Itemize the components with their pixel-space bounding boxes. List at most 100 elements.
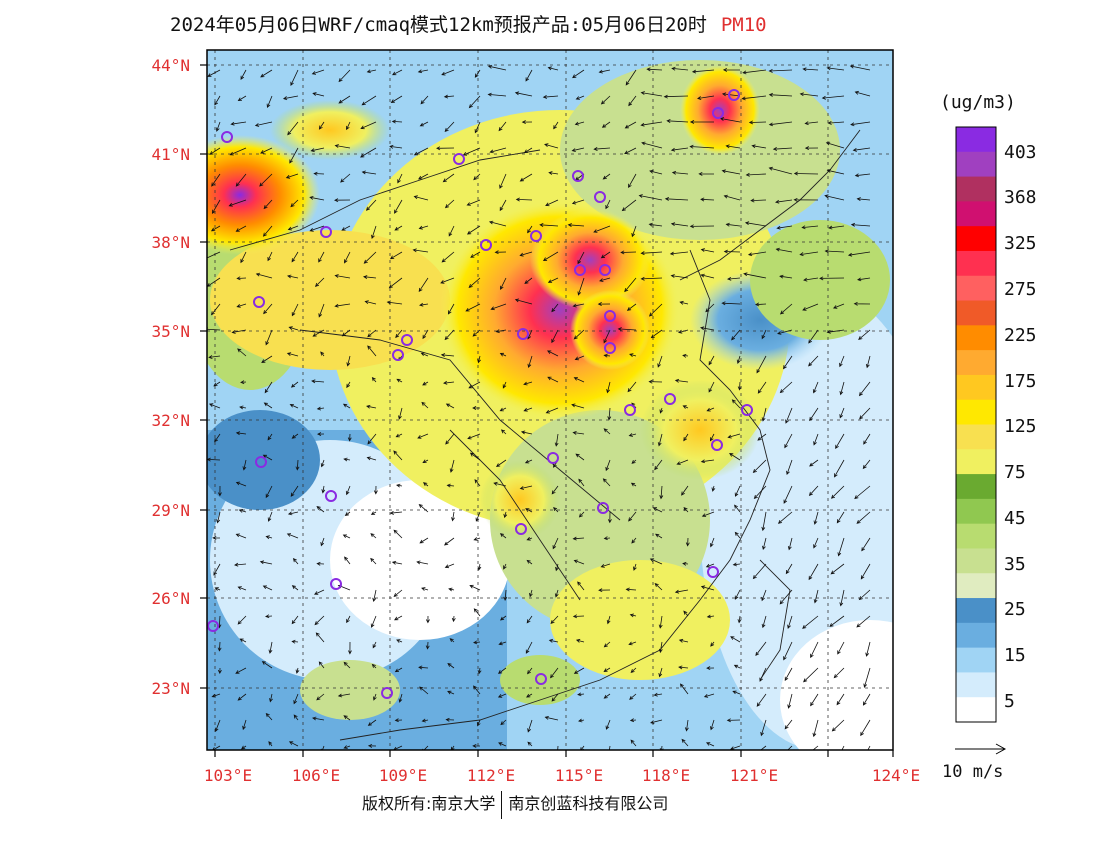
wind-arrow — [631, 537, 637, 544]
wind-arrow — [498, 742, 507, 747]
wind-arrow — [700, 273, 715, 279]
wind-arrow — [210, 303, 221, 316]
wind-arrow — [708, 381, 715, 393]
wind-arrow — [345, 485, 351, 496]
wind-arrow — [859, 407, 871, 420]
wind-arrow — [861, 537, 871, 552]
wind-arrow — [494, 250, 507, 255]
wind-arrow — [523, 407, 533, 412]
wind-arrow — [295, 459, 300, 471]
wind-arrow — [523, 147, 533, 154]
wind-arrow — [664, 197, 689, 201]
wind-arrow — [700, 248, 715, 253]
wind-arrow — [605, 719, 611, 730]
wind-arrow — [574, 355, 585, 361]
graticule — [207, 50, 893, 750]
wind-arrow — [547, 350, 559, 357]
colorbar-cell — [956, 201, 996, 227]
wind-arrow — [812, 381, 819, 394]
wind-arrow — [603, 428, 611, 435]
wind-arrow — [697, 95, 715, 100]
wind-arrow — [676, 459, 689, 465]
wind-arrow — [812, 745, 819, 750]
wind-arrow — [527, 355, 533, 369]
wind-arrow — [386, 300, 403, 305]
wind-arrow — [567, 223, 585, 227]
wind-arrow — [263, 303, 273, 315]
wind-arrow — [231, 329, 247, 334]
wind-arrow — [761, 407, 767, 422]
wind-arrow — [526, 536, 533, 541]
wind-arrow — [808, 485, 819, 496]
wind-arrow — [620, 250, 637, 255]
wind-arrow — [839, 355, 845, 368]
wind-arrow — [344, 556, 351, 565]
wind-arrow — [321, 485, 326, 494]
wind-arrow — [214, 433, 221, 443]
wind-arrow — [685, 537, 690, 547]
wind-arrow — [421, 401, 429, 409]
wind-arrow — [734, 504, 741, 513]
lon-label: 109°E — [378, 766, 428, 785]
wind-arrow — [599, 277, 611, 282]
wind-arrow — [658, 615, 663, 629]
wind-arrow — [655, 533, 663, 539]
wind-arrow — [395, 329, 403, 339]
wind-arrow — [235, 431, 247, 436]
wind-arrow — [444, 199, 455, 209]
wind-arrow — [259, 173, 273, 187]
wind-arrow — [235, 481, 247, 487]
city-marker — [597, 502, 609, 514]
colorbar-cell — [956, 127, 996, 153]
wind-arrow — [288, 741, 299, 747]
wind-arrow — [640, 276, 663, 281]
wind-arrow — [833, 667, 845, 679]
wind-arrow — [216, 511, 221, 524]
wind-arrow — [398, 407, 403, 420]
wind-arrow — [605, 459, 611, 472]
wind-arrow — [682, 405, 689, 409]
wind-arrow — [422, 381, 429, 386]
wind-arrow — [603, 329, 611, 344]
wind-arrow — [525, 69, 533, 82]
wind-arrow — [777, 329, 793, 335]
wind-arrow — [451, 511, 455, 522]
wind-arrow — [761, 511, 767, 532]
wind-arrow — [787, 537, 793, 551]
wind-arrow — [628, 433, 637, 437]
wind-arrow — [237, 615, 247, 625]
wind-arrow — [242, 459, 247, 471]
wind-arrow — [826, 329, 845, 334]
colorbar-label: 25 — [1004, 599, 1026, 620]
wind-arrow — [425, 615, 430, 624]
city-marker — [330, 578, 342, 590]
wind-arrow — [629, 718, 637, 723]
wind-arrow — [419, 537, 429, 544]
wind-arrow — [862, 693, 871, 706]
wind-arrow — [418, 665, 429, 670]
wind-arrow — [442, 173, 455, 183]
wind-arrow — [629, 353, 637, 357]
city-marker — [392, 349, 404, 361]
wind-arrow — [571, 199, 585, 205]
wind-arrow — [503, 511, 508, 519]
wind-arrow — [752, 563, 767, 580]
wind-arrow — [420, 352, 429, 357]
wind-arrow — [468, 277, 481, 288]
colorbar-cell — [956, 176, 996, 202]
wind-arrow — [291, 639, 299, 644]
colorbar-label: 5 — [1004, 691, 1015, 712]
wind-arrow — [320, 351, 325, 357]
wind-arrow — [290, 69, 299, 87]
wind-arrow — [421, 718, 429, 723]
colorbar-label: 45 — [1004, 508, 1026, 529]
wind-arrow — [547, 376, 559, 383]
wind-arrow — [553, 121, 559, 130]
wind-arrow — [288, 326, 299, 331]
wind-arrow — [293, 693, 299, 705]
wind-arrow — [760, 719, 767, 737]
wind-arrow — [787, 745, 793, 750]
wind-arrow — [710, 537, 715, 548]
wind-arrow — [318, 251, 325, 263]
wind-arrow — [523, 381, 533, 386]
